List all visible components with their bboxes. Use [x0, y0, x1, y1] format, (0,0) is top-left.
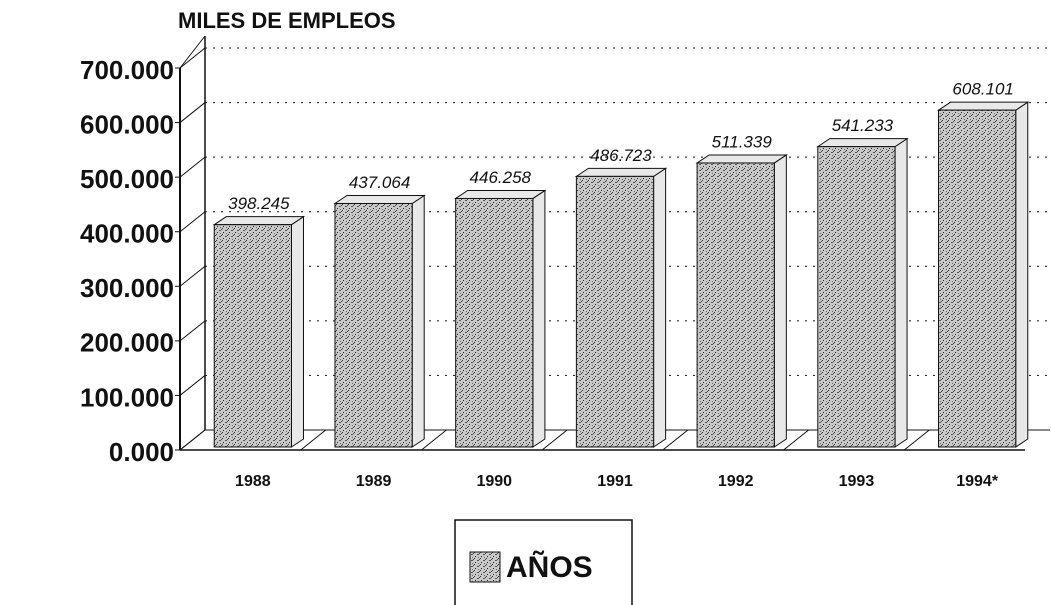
bar-top	[454, 189, 547, 199]
wall-tick	[179, 47, 206, 69]
y-tick-label: 100.000	[80, 382, 174, 412]
data-label: 541.233	[832, 116, 894, 135]
data-label: 446.258	[470, 168, 532, 187]
y-tick-label: 400.000	[80, 219, 174, 249]
bar-top	[574, 167, 668, 177]
bar-side	[1015, 101, 1029, 448]
bar	[455, 197, 534, 448]
data-label: 511.339	[712, 132, 773, 151]
y-tick-label: 0.000	[109, 437, 174, 467]
wall-tick	[179, 102, 206, 123]
floor-divider	[903, 429, 930, 451]
wall-tick	[179, 211, 206, 233]
wall-tick	[179, 320, 206, 342]
bar-top	[816, 138, 909, 148]
y-tick-label: 700.000	[80, 55, 174, 85]
bar	[213, 224, 292, 448]
bar-side	[532, 189, 546, 448]
legend-swatch	[469, 551, 501, 583]
wall-tick	[179, 375, 206, 396]
bar-top	[695, 154, 788, 164]
floor-divider	[300, 429, 327, 451]
x-tick-label: 1989	[356, 473, 392, 490]
bar	[575, 175, 655, 448]
wall-top	[179, 35, 206, 69]
data-label: 608.101	[952, 80, 1013, 99]
bar	[334, 202, 413, 448]
chart-title: MILES DE EMPLEOS	[178, 8, 396, 33]
y-tick-label: 300.000	[80, 273, 174, 303]
x-tick-label: 1991	[597, 473, 633, 490]
x-tick-label: 1992	[718, 473, 754, 490]
bar-side	[653, 167, 667, 448]
data-label: 398.245	[228, 194, 290, 213]
x-tick-label: 1993	[839, 473, 875, 490]
bar-side	[894, 137, 908, 448]
data-label: 437.064	[349, 173, 410, 192]
y-tick-label: 200.000	[80, 328, 174, 358]
floor-divider	[783, 429, 809, 451]
floor-divider	[421, 429, 447, 451]
floor-divider	[179, 429, 206, 451]
bar-side	[773, 154, 787, 448]
x-tick-label: 1990	[476, 473, 512, 490]
floor-divider	[662, 429, 689, 451]
legend-label: AÑOS	[506, 550, 593, 584]
y-tick-label: 500.000	[80, 164, 174, 194]
x-tick-label: 1994*	[956, 473, 999, 490]
bar-side	[290, 215, 304, 448]
bar-top	[333, 194, 426, 204]
wall-tick	[179, 265, 206, 287]
x-tick-label: 1988	[235, 473, 271, 490]
y-tick-label: 600.000	[80, 109, 174, 139]
wall-tick	[179, 156, 206, 178]
bar-top	[936, 101, 1030, 111]
bar	[817, 146, 896, 448]
floor-divider	[541, 429, 568, 451]
bar	[938, 109, 1017, 448]
data-label: 486.723	[590, 146, 652, 165]
bar	[696, 162, 775, 448]
bar-top	[212, 216, 306, 226]
bar-side	[411, 194, 425, 448]
